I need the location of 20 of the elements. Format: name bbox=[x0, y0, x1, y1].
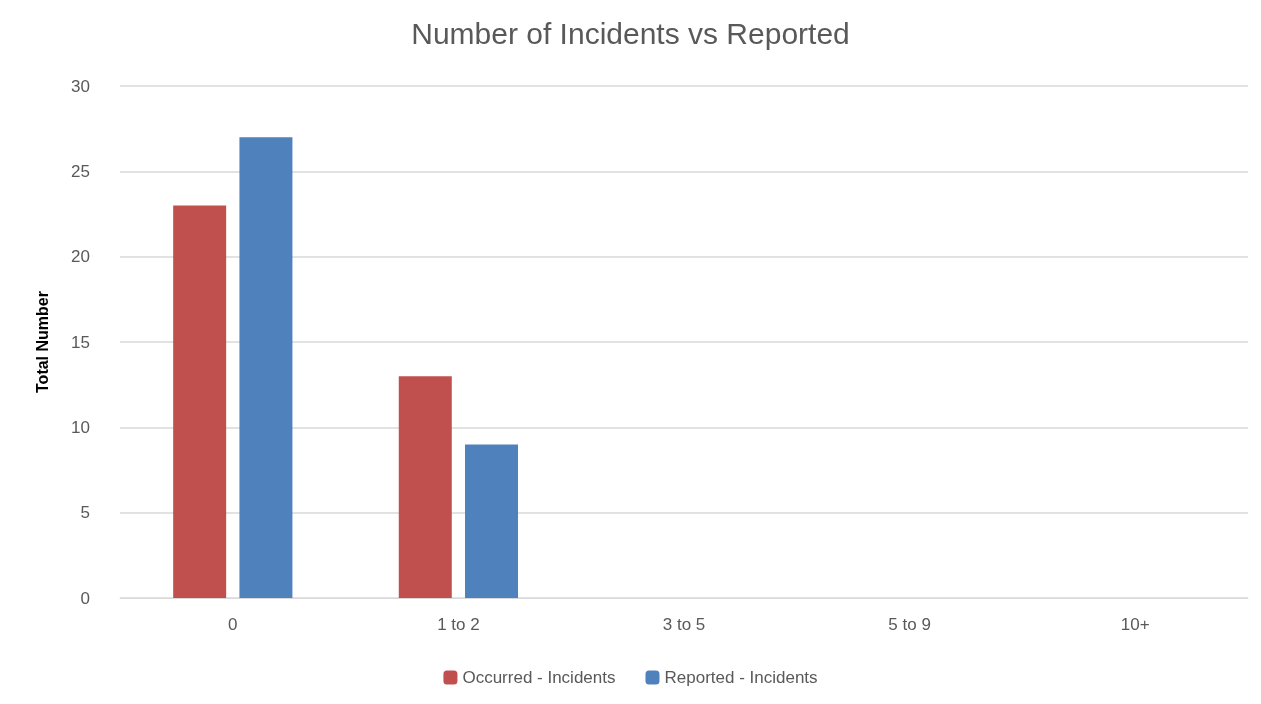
y-tick-label: 0 bbox=[80, 588, 90, 608]
y-tick-label: 15 bbox=[71, 332, 90, 352]
x-tick-label: 5 to 9 bbox=[888, 615, 931, 634]
y-tick-label: 30 bbox=[71, 76, 90, 96]
bar bbox=[239, 137, 293, 598]
y-axis-title: Total Number bbox=[33, 291, 51, 393]
legend-label: Reported - Incidents bbox=[664, 668, 818, 687]
bar bbox=[173, 205, 227, 598]
bar bbox=[398, 376, 452, 598]
x-tick-label: 3 to 5 bbox=[662, 615, 706, 634]
x-tick-label: 0 bbox=[228, 615, 238, 634]
y-tick-label: 10 bbox=[71, 417, 90, 437]
y-tick-label: 5 bbox=[80, 503, 90, 523]
y-tick-label: 25 bbox=[71, 161, 90, 181]
chart-title: Number of Incidents vs Reported bbox=[411, 16, 850, 50]
legend-label: Occurred - Incidents bbox=[462, 668, 616, 687]
y-tick-label: 20 bbox=[71, 247, 90, 267]
bar bbox=[465, 444, 519, 598]
x-tick-label: 1 to 2 bbox=[437, 615, 480, 634]
x-tick-label: 10+ bbox=[1120, 615, 1150, 634]
